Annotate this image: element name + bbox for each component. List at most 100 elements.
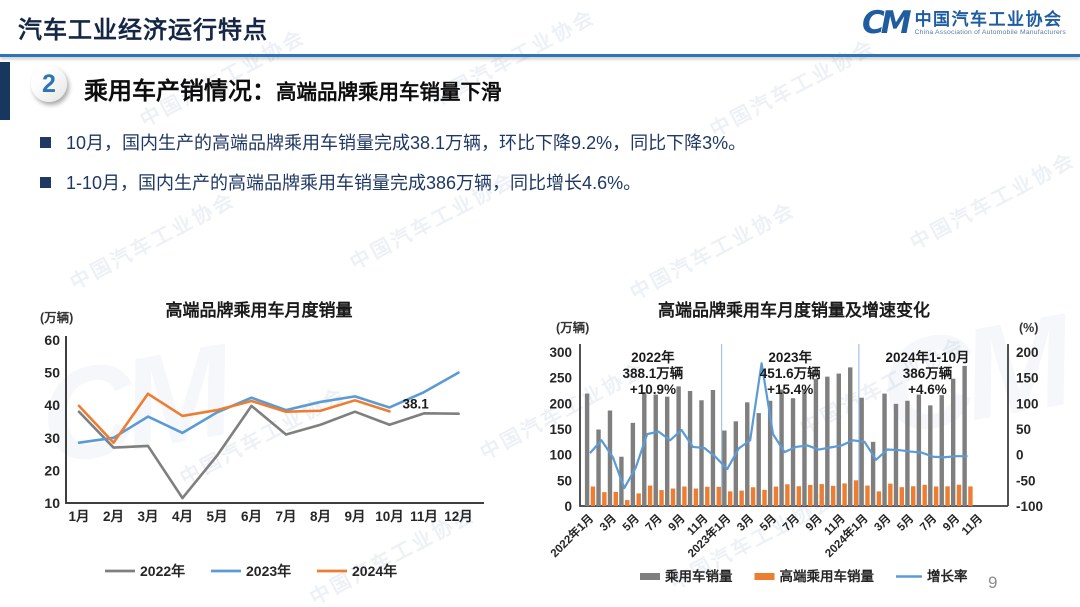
left-tick-label: 100 xyxy=(549,448,572,463)
bar xyxy=(842,483,847,506)
legend-label: 2023年 xyxy=(246,563,291,579)
left-tick-label: 50 xyxy=(557,473,572,488)
right-axis-unit: (%) xyxy=(1019,321,1038,335)
y-tick-label: 30 xyxy=(44,430,60,446)
bar xyxy=(727,491,733,506)
annotation-line: 451.6万辆 xyxy=(760,365,821,381)
section-accent-bar xyxy=(0,62,10,120)
bar xyxy=(808,484,813,506)
bar xyxy=(630,422,636,506)
watermark-text: 中国汽车工业协会 xyxy=(706,35,880,142)
point-data-label: 38.1 xyxy=(403,396,430,411)
bar xyxy=(699,400,704,506)
bar xyxy=(602,492,607,506)
right-tick-label: -50 xyxy=(1016,473,1036,488)
chart-premium-sales-and-growth: 高端品牌乘用车月度销量及增速变化 (万辆) (%) 0 50 100 150 200 250 30… xyxy=(547,300,1043,584)
bar xyxy=(625,500,630,506)
bar xyxy=(705,486,710,506)
right-tick-label: 150 xyxy=(1016,371,1039,386)
bar xyxy=(819,484,824,506)
bar xyxy=(613,491,618,506)
line-series-增长率 xyxy=(589,362,968,490)
right-tick-label: 200 xyxy=(1016,345,1039,360)
x-tick-label: 3月 xyxy=(137,509,158,524)
bar xyxy=(882,393,887,506)
x-tick-label: 2022年1月 xyxy=(547,511,596,560)
bar xyxy=(584,393,590,506)
bar xyxy=(911,486,916,506)
bar xyxy=(676,386,681,506)
bar xyxy=(756,413,761,506)
x-tick-label: 9月 xyxy=(344,509,365,524)
x-tick-label: 11月 xyxy=(959,512,985,538)
annotation-line: 386万辆 xyxy=(903,365,953,381)
bar xyxy=(899,487,904,506)
bar xyxy=(733,421,739,506)
bar xyxy=(922,484,927,506)
bar xyxy=(836,373,841,506)
bar xyxy=(636,493,641,506)
bar xyxy=(939,395,944,506)
annotation-line: +4.6% xyxy=(908,382,947,397)
y-tick-label: 60 xyxy=(44,332,60,348)
bullet-text: 10月，国内生产的高端品牌乘用车销量完成38.1万辆，环比下降9.2%，同比下降… xyxy=(66,133,747,153)
x-tick-label: 3月 xyxy=(872,512,894,534)
x-tick-label: 5月 xyxy=(895,512,917,534)
x-tick-label: 5月 xyxy=(757,512,779,534)
annotation-line: +10.9% xyxy=(630,382,676,397)
bar xyxy=(664,396,670,506)
legend-label: 高端乘用车销量 xyxy=(780,568,875,584)
x-tick-label: 2月 xyxy=(103,509,124,524)
bullet-text: 1-10月，国内生产的高端品牌乘用车销量完成386万辆，同比增长4.6%。 xyxy=(66,173,642,194)
bar xyxy=(710,389,716,506)
x-tick-label: 6月 xyxy=(241,509,262,524)
line-series-2024年 xyxy=(77,392,391,444)
bar xyxy=(825,376,830,506)
caam-logo-name-en: China Association of Automobile Manufact… xyxy=(914,29,1066,37)
caam-logo: CM 中国汽车工业协会 China Association of Automob… xyxy=(862,8,1066,39)
bar xyxy=(739,490,744,506)
bar xyxy=(750,487,756,506)
chart-title: 高端品牌乘用车月度销量 xyxy=(166,300,353,320)
line-series-2023年 xyxy=(77,371,460,444)
section-title: 乘用车产销情况： xyxy=(84,78,276,105)
axes xyxy=(65,336,484,504)
annotation-line: 2022年 xyxy=(631,349,675,365)
x-tick-label: 10月 xyxy=(375,509,404,524)
caam-logo-mark-icon: CM xyxy=(861,5,912,41)
right-tick-label: 0 xyxy=(1016,448,1024,463)
bar xyxy=(968,486,973,506)
title-underline xyxy=(0,54,1080,57)
page-number: 9 xyxy=(988,573,998,592)
section-subtitle: 高端品牌乘用车销量下滑 xyxy=(276,81,502,104)
caam-logo-name-cn: 中国汽车工业协会 xyxy=(914,9,1063,29)
bar xyxy=(796,486,802,506)
bar xyxy=(870,441,876,506)
bullet-marker-icon xyxy=(40,177,51,189)
bar xyxy=(888,483,893,506)
right-tick-label: 50 xyxy=(1016,422,1031,437)
legend-swatch-乘用车销量 xyxy=(640,573,660,580)
legend-label: 乘用车销量 xyxy=(664,568,733,584)
left-tick-label: 300 xyxy=(549,345,572,360)
bar xyxy=(876,491,882,506)
x-tick-label: 7月 xyxy=(275,509,296,524)
bar xyxy=(893,403,899,506)
chart-premium-monthly-sales: 高端品牌乘用车月度销量 (万辆) 10 20 30 40 50 60 1月 2月 3月 4月 5月 6月 7… xyxy=(40,300,484,579)
legend-swatch-高端乘用车销量 xyxy=(754,573,775,580)
left-axis-unit: (万辆) xyxy=(556,320,589,335)
bullet-item: 10月，国内生产的高端品牌乘用车销量完成38.1万辆，环比下降9.2%，同比下降… xyxy=(40,131,1000,155)
bar xyxy=(859,397,864,506)
x-tick-label: 9月 xyxy=(940,512,962,534)
y-tick-label: 20 xyxy=(44,462,60,478)
right-tick-label: 100 xyxy=(1016,396,1039,411)
x-tick-label: 7月 xyxy=(643,512,665,534)
bar xyxy=(607,410,613,506)
chart-title: 高端品牌乘用车月度销量及增速变化 xyxy=(658,300,930,320)
bar xyxy=(670,488,676,506)
right-tick-label: -100 xyxy=(1016,499,1043,514)
annotation-line: 2023年 xyxy=(768,349,812,365)
page-title: 汽车工业经济运行特点 xyxy=(18,17,268,44)
bar xyxy=(773,486,779,506)
